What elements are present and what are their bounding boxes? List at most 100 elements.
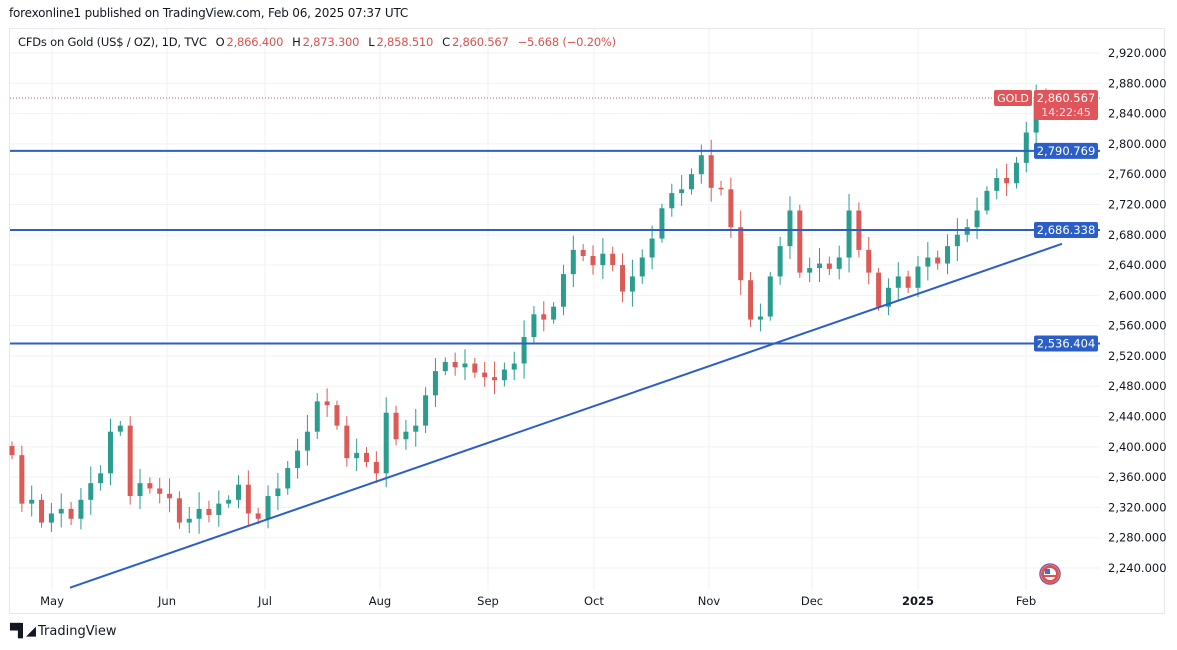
candle-body xyxy=(649,238,655,258)
candle-body xyxy=(157,488,163,494)
time-tick-label: Jul xyxy=(257,594,272,608)
candle xyxy=(117,421,123,436)
candle-body xyxy=(748,280,754,320)
candle-body xyxy=(492,377,498,381)
close-label: C xyxy=(442,35,450,49)
time-tick-label: Oct xyxy=(584,594,604,608)
candle xyxy=(196,492,202,534)
candle-body xyxy=(88,483,94,500)
candle xyxy=(580,244,586,262)
candle xyxy=(245,470,251,527)
candle xyxy=(846,193,852,273)
us-flag-event-icon[interactable] xyxy=(1039,563,1061,585)
candle-body xyxy=(521,337,527,364)
candle-body xyxy=(600,253,606,266)
candle-body xyxy=(19,455,25,504)
time-tick-label: Aug xyxy=(369,594,391,608)
candle xyxy=(501,362,507,387)
symbol-label[interactable]: CFDs on Gold (US$ / OZ), 1D, TVC xyxy=(18,35,207,49)
candle-body xyxy=(344,425,350,459)
candle xyxy=(866,236,872,285)
candle-body xyxy=(945,246,951,264)
chart-frame xyxy=(9,28,1165,614)
candle-body xyxy=(915,266,921,288)
price-tick-label: 2,880.000 xyxy=(1108,76,1167,90)
candle xyxy=(718,180,724,196)
candle xyxy=(1013,157,1019,189)
candle-body xyxy=(245,484,251,514)
candle xyxy=(176,491,182,529)
candle-body xyxy=(68,508,74,519)
candle xyxy=(186,506,192,534)
candle xyxy=(127,416,133,505)
open-value: 2,866.400 xyxy=(226,35,284,49)
candle-body xyxy=(107,431,113,474)
price-tick-label: 2,560.000 xyxy=(1108,319,1167,333)
price-tick-label: 2,680.000 xyxy=(1108,228,1167,242)
candle xyxy=(304,415,310,466)
level-price-label: 2,790.769 xyxy=(1037,144,1096,158)
high-label: H xyxy=(292,35,301,49)
candle xyxy=(403,419,409,450)
candle-body xyxy=(176,498,182,523)
candle-body xyxy=(235,484,241,500)
candle xyxy=(590,245,596,275)
candle-body xyxy=(48,513,54,523)
candle xyxy=(1004,163,1010,197)
candle-body xyxy=(974,210,980,228)
candle xyxy=(915,255,921,298)
candle xyxy=(19,445,25,513)
candle xyxy=(383,397,389,488)
open-label: O xyxy=(215,35,225,49)
candle xyxy=(777,236,783,285)
candle xyxy=(679,175,685,206)
candle xyxy=(610,246,616,272)
last-price-label: 2,860.567 xyxy=(1037,91,1096,105)
candle-body xyxy=(216,503,222,515)
candle-body xyxy=(39,499,45,523)
candle xyxy=(935,250,941,270)
footer: ▀▌◢ TradingView xyxy=(10,624,117,639)
candle xyxy=(945,234,951,275)
candle xyxy=(511,351,517,381)
candle xyxy=(757,303,763,332)
candle-body xyxy=(364,452,370,462)
candle-body xyxy=(167,493,173,499)
ohlc-legend: CFDs on Gold (US$ / OZ), 1D, TVC O 2,866.… xyxy=(18,35,618,49)
candle-body xyxy=(9,446,15,456)
candle-body xyxy=(708,155,714,188)
candle xyxy=(295,438,301,479)
candle-body xyxy=(836,257,842,269)
candle xyxy=(649,225,655,270)
level-price-tag xyxy=(1034,335,1098,352)
candle-body xyxy=(688,174,694,190)
published-info: forexonline1 published on TradingView.co… xyxy=(9,6,409,20)
price-tick-label: 2,720.000 xyxy=(1108,197,1167,211)
time-tick-label: Feb xyxy=(1016,594,1036,608)
candle-body xyxy=(620,265,626,292)
time-tick-label: May xyxy=(40,594,64,608)
candle-body xyxy=(895,276,901,288)
candle xyxy=(984,186,990,215)
candle xyxy=(826,256,832,276)
price-tick-label: 2,600.000 xyxy=(1108,288,1167,302)
candle-body xyxy=(1023,132,1029,163)
candle-body xyxy=(186,518,192,523)
candle xyxy=(974,197,980,239)
countdown-label: 14:22:45 xyxy=(1041,106,1090,119)
brand-name[interactable]: TradingView xyxy=(38,624,117,639)
candle-body xyxy=(964,227,970,235)
candle xyxy=(275,473,281,510)
candle xyxy=(48,502,54,533)
candle xyxy=(39,494,45,528)
trendline[interactable] xyxy=(69,242,1063,589)
price-tick-label: 2,640.000 xyxy=(1108,258,1167,272)
close-value: 2,860.567 xyxy=(451,35,509,49)
price-tick-label: 2,480.000 xyxy=(1108,379,1167,393)
candle-body xyxy=(777,246,783,277)
candle xyxy=(551,302,557,324)
candle-body xyxy=(324,401,330,406)
candle-body xyxy=(117,425,123,432)
candle xyxy=(688,168,694,195)
